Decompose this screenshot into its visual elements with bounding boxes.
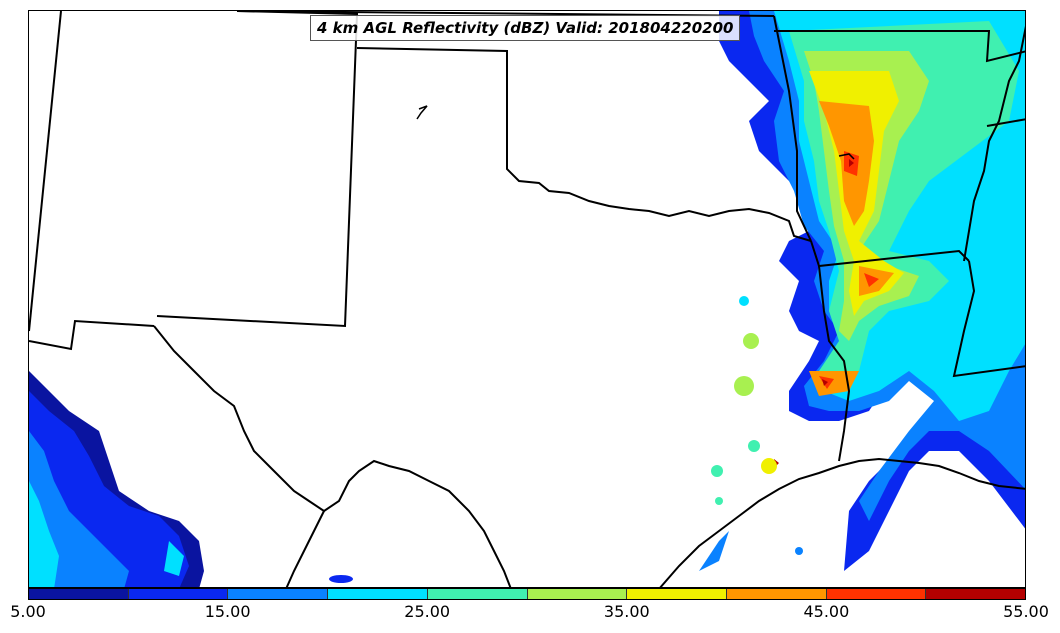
colorbar-segment [29, 589, 129, 599]
echo-cell [795, 547, 803, 555]
echo-cell [711, 465, 723, 477]
echo-30-sw [29, 481, 184, 587]
map-panel [28, 10, 1026, 588]
lake-feature [838, 153, 855, 160]
colorbar-segment [826, 589, 927, 599]
echo-cell [329, 575, 353, 583]
colorbar-segment [527, 589, 628, 599]
colorbar-segment [926, 589, 1026, 599]
boundary-mx-chihuahua [285, 510, 325, 587]
boundary-nm-tx-north [29, 319, 155, 351]
colorbar-tick-label: 55.00 [1003, 602, 1049, 621]
colorbar-segment [427, 589, 528, 599]
boundary-tx-la [818, 265, 851, 462]
colorbar-segment [627, 589, 727, 599]
echo-cell [739, 296, 749, 306]
colorbar-tick-label: 45.00 [803, 602, 850, 621]
radar-echo-southwest [29, 371, 204, 587]
river-mississippi [963, 25, 1025, 262]
state-boundaries [29, 11, 1025, 587]
boundary-ok-east [773, 15, 812, 242]
colorbar-segment [726, 589, 827, 599]
colorbar-segment [228, 589, 329, 599]
boundary-az-nm [29, 11, 62, 332]
lake-feature [416, 105, 428, 120]
coastline-gulf [659, 457, 1025, 587]
colorbar-segment [328, 589, 428, 599]
map-title: 4 km AGL Reflectivity (dBZ) Valid: 20180… [310, 15, 741, 41]
boundary-tx-mx [153, 325, 512, 587]
radar-echo-east [329, 11, 1025, 583]
boundary-ms [952, 260, 1025, 378]
echo-cell [761, 458, 777, 474]
echo-cell [734, 376, 754, 396]
colorbar [28, 588, 1026, 600]
colorbar-segment [128, 589, 229, 599]
colorbar-tick-label: 25.00 [404, 602, 451, 621]
boundary-ar [774, 30, 1025, 63]
boundary-tx-panhandle [356, 47, 812, 242]
colorbar-tick-label: 5.00 [10, 602, 46, 621]
echo-cell [748, 440, 760, 452]
colorbar-tick-label: 15.00 [204, 602, 251, 621]
echo-cell [743, 333, 759, 349]
boundary-nm-east [156, 11, 359, 328]
colorbar-tick-label: 35.00 [603, 602, 650, 621]
echo-cell [715, 497, 723, 505]
echo-coastal [699, 531, 729, 571]
boundary-tn-ms [986, 118, 1025, 127]
map-canvas [29, 11, 1025, 587]
